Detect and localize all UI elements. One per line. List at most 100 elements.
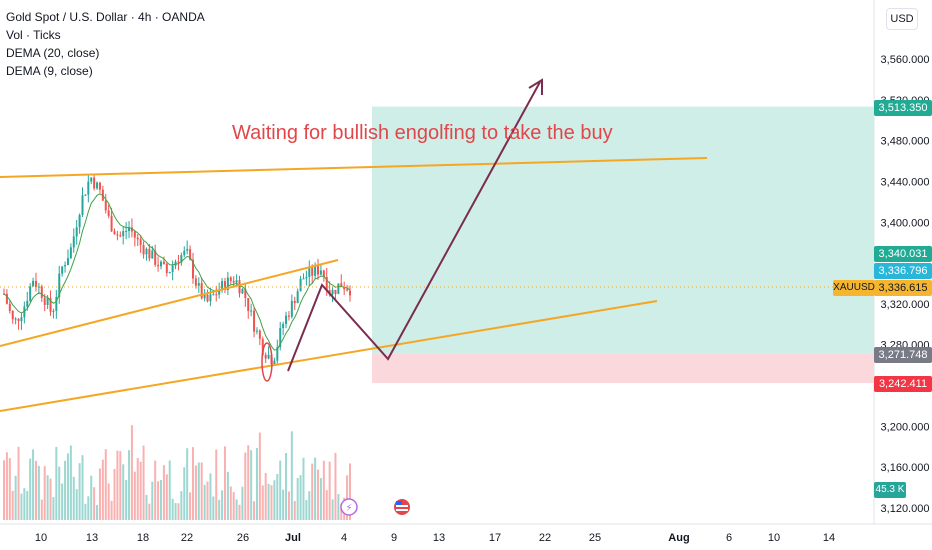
candle-body [314, 266, 317, 276]
resistance-trendline[interactable] [0, 157, 708, 178]
volume-bar [37, 465, 40, 520]
price-tick-label: 3,480.000 [881, 136, 930, 148]
candle-body [299, 278, 302, 292]
candle-body [93, 177, 96, 189]
candle-body [282, 323, 285, 329]
dema9-indicator-label[interactable]: DEMA (9, close) [6, 64, 93, 78]
candle-body [209, 294, 212, 302]
volume-bar [200, 462, 203, 520]
currency-selector[interactable]: USD [886, 8, 918, 30]
volume-bar [145, 494, 148, 520]
volume-bar [334, 452, 337, 520]
volume-bar [154, 460, 157, 520]
volume-bar [293, 500, 296, 520]
volume-bar [142, 445, 145, 520]
volume-bar [331, 499, 334, 520]
volume-bar [349, 463, 351, 520]
candle-body [311, 267, 314, 276]
time-tick-label: 13 [433, 532, 445, 544]
candle-body [151, 250, 154, 259]
time-tick-label: 9 [391, 532, 397, 544]
candle-body [343, 286, 346, 290]
candle-body [142, 244, 145, 255]
candle-body [40, 286, 43, 298]
time-tick-label: 4 [341, 532, 347, 544]
annotation-text[interactable]: Waiting for bullish engolfing to take th… [232, 122, 613, 144]
candle-body [61, 266, 64, 274]
candle-body [119, 235, 122, 237]
volume-bar [319, 478, 322, 520]
volume-bar [282, 489, 285, 520]
volume-bar [8, 458, 11, 520]
time-tick-label: 26 [237, 532, 249, 544]
us-economic-event-icon[interactable] [394, 499, 410, 515]
candle-body [290, 300, 293, 317]
price-tick-label: 3,560.000 [881, 54, 930, 66]
candle-body [165, 263, 168, 273]
candle-body [122, 231, 125, 237]
volume-bar [212, 496, 215, 520]
volume-bar [215, 449, 218, 520]
candle-body [232, 280, 235, 283]
channel-upper-trendline[interactable] [0, 259, 339, 347]
volume-bar [253, 501, 256, 520]
candle-body [162, 261, 165, 264]
time-axis[interactable]: 10 13 18 22 26 Jul 4 9 13 17 22 25 Aug 6 10 14 [35, 532, 835, 544]
volume-bar [186, 448, 189, 520]
volume-indicator-label[interactable]: Vol · Ticks [6, 28, 61, 42]
symbol-title[interactable]: Gold Spot / U.S. Dollar · 4h · OANDA [6, 10, 205, 24]
dema20-indicator-label[interactable]: DEMA (20, close) [6, 46, 100, 60]
projected-path-arrow[interactable] [287, 81, 541, 372]
volume-bar [229, 486, 232, 520]
volume-bar [84, 503, 87, 520]
candle-body [287, 315, 290, 317]
loss-zone[interactable] [372, 353, 874, 384]
volume-bar [180, 491, 183, 520]
volume-bar [174, 503, 177, 520]
candle-body [215, 294, 218, 296]
volume-bar [244, 452, 247, 520]
candle-body [180, 255, 183, 263]
current-price-tag: 3,336.615 [874, 280, 932, 296]
volume-bar [49, 478, 52, 520]
candle-body [194, 278, 197, 286]
candle-body [189, 249, 192, 260]
candle-body [171, 265, 174, 272]
volume-bar [139, 461, 142, 520]
candle-body [273, 360, 276, 365]
volume-bar [267, 483, 270, 520]
volume-bar [209, 473, 212, 520]
volume-bar [26, 491, 29, 520]
volume-bar [328, 461, 331, 520]
candle-body [200, 282, 203, 299]
volume-bar [197, 462, 200, 520]
channel-lower-trendline[interactable] [0, 300, 658, 412]
candle-body [261, 338, 264, 355]
volume-bar [133, 471, 136, 520]
volume-bar [279, 460, 282, 520]
candle-body [308, 267, 311, 278]
candle-body [258, 330, 261, 339]
volume-bar [66, 453, 69, 520]
volume-bar [203, 484, 206, 520]
volume-bar [11, 490, 14, 520]
candle-body [293, 300, 296, 304]
candle-body [250, 310, 253, 312]
last-price-tag: 3,336.796 [874, 263, 932, 279]
candle-body [130, 227, 133, 232]
candle-body [107, 210, 110, 216]
time-tick-label: 25 [589, 532, 601, 544]
volume-bar [255, 448, 258, 520]
low-marker-ellipse[interactable] [261, 342, 273, 382]
profit-zone[interactable] [372, 106, 874, 354]
dividend-event-icon[interactable]: ⚡ [340, 498, 358, 516]
volume-bar [110, 500, 113, 520]
volume-bar [148, 503, 151, 520]
time-tick-label: 22 [181, 532, 193, 544]
candle-body [87, 181, 90, 195]
price-tick-label: 3,440.000 [881, 176, 930, 188]
volume-value-tag: 45.3 K [874, 482, 906, 498]
volume-bar [43, 466, 46, 520]
volume-bar [55, 446, 58, 520]
